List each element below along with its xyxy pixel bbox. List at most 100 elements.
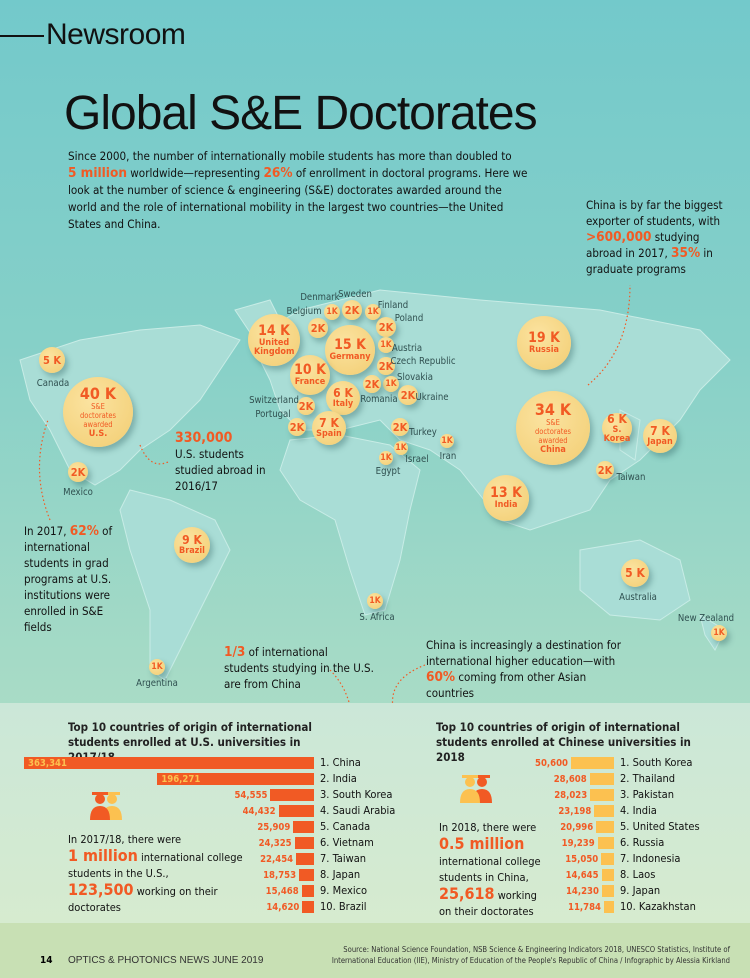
country-label: Japan xyxy=(647,437,673,447)
bar xyxy=(594,805,614,817)
bubble-switzerland: 2K xyxy=(297,397,315,415)
bubble-value: 2K xyxy=(310,321,326,335)
bar xyxy=(302,901,314,913)
bubble-value: 34 K xyxy=(534,399,572,419)
bubble-value: 5 K xyxy=(625,566,645,580)
country-label: Romania xyxy=(360,394,398,405)
bubble-value: 2K xyxy=(597,463,613,477)
bar-value-label: 196,271 xyxy=(161,774,201,785)
bubble-value: 1K xyxy=(151,661,163,672)
bar xyxy=(589,773,614,785)
bubble-germany: 15 K Germany xyxy=(325,325,375,375)
bubble-value: 2K xyxy=(378,320,394,334)
category-label: 8. Japan xyxy=(320,868,361,881)
bubble-value: 1K xyxy=(441,435,453,446)
bubble-ukraine: 2K xyxy=(398,385,418,405)
magazine-name: OPTICS & PHOTONICS NEWS JUNE 2019 xyxy=(68,955,264,966)
country-label: Denmark xyxy=(300,292,340,303)
country-label: Portugal xyxy=(255,409,291,420)
bubble-sweden: 2K xyxy=(342,300,362,320)
bubble-u-s-: 40 K S&E doctorates awarded U.S. xyxy=(63,377,133,447)
bar-value-label: 19,239 xyxy=(561,838,595,849)
bar-value-label: 15,468 xyxy=(265,886,299,897)
bubble-value: 5 K xyxy=(43,353,61,367)
bar xyxy=(24,757,314,769)
bubble-value: 6 K xyxy=(607,411,627,426)
bar-value-label: 44,432 xyxy=(242,806,276,817)
bar-value-label: 20,996 xyxy=(560,822,594,833)
arrow-china-destination xyxy=(391,664,426,763)
category-label: 5. United States xyxy=(620,820,700,833)
bar-value-label: 14,230 xyxy=(565,886,599,897)
bubble-value: 1K xyxy=(395,442,407,453)
bar-value-label: 23,198 xyxy=(558,806,592,817)
country-label: Taiwan xyxy=(616,472,646,483)
country-label: Mexico xyxy=(63,487,93,498)
country-label: Iran xyxy=(439,451,457,462)
china-destination-note: China is increasingly a destination for … xyxy=(426,638,621,700)
category-label: 7. Indonesia xyxy=(620,852,681,865)
bar xyxy=(301,885,314,897)
bar-value-label: 14,645 xyxy=(565,870,599,881)
bubble-value: 1K xyxy=(713,627,725,638)
bar xyxy=(294,837,314,849)
bar xyxy=(296,853,314,865)
graduates-icon xyxy=(90,792,122,820)
bar-value-label: 11,784 xyxy=(568,902,601,913)
country-label: Austria xyxy=(391,343,423,354)
category-label: 1. China xyxy=(320,756,361,769)
bubble-s-africa: 1K xyxy=(367,593,383,609)
category-label: 9. Mexico xyxy=(320,884,368,897)
category-label: 3. South Korea xyxy=(320,788,393,801)
bubble-value: 40 K xyxy=(79,383,117,403)
bubble-italy: 6 K Italy xyxy=(326,381,360,415)
country-label: Sweden xyxy=(338,289,372,300)
country-label: New Zealand xyxy=(677,613,735,624)
bar-value-label: 22,454 xyxy=(260,854,294,865)
bar xyxy=(601,885,614,897)
bubble-austria: 1K xyxy=(378,337,394,353)
category-label: 7. Taiwan xyxy=(320,852,367,865)
bubble-subtitle: S&E doctorates awarded xyxy=(534,417,572,445)
arrow-us-se xyxy=(38,419,51,521)
bubble-value: 9 K xyxy=(182,533,202,547)
bubble-india: 13 K India xyxy=(483,475,529,521)
category-label: 9. Japan xyxy=(620,884,661,897)
country-label: China xyxy=(540,444,566,455)
bubble-value: 2K xyxy=(364,377,380,391)
bubble-russia: 19 K Russia xyxy=(517,316,571,370)
country-label: Spain xyxy=(316,429,342,439)
page-number: 14 xyxy=(40,955,53,966)
bubble-romania: 2K xyxy=(363,375,381,393)
bubble-value: 15 K xyxy=(334,337,366,353)
bar xyxy=(278,805,314,817)
bubble-value: 1K xyxy=(369,595,381,606)
category-label: 3. Pakistan xyxy=(620,788,674,801)
country-label: Ukraine xyxy=(415,392,449,403)
bubble-taiwan: 2K xyxy=(596,461,614,479)
bar-value-label: 50,600 xyxy=(535,758,568,769)
footer xyxy=(0,923,750,978)
country-label: S. Korea xyxy=(603,424,631,444)
bar-value-label: 28,608 xyxy=(553,774,587,785)
bar-value-label: 54,555 xyxy=(234,790,268,801)
bubble-s-korea: 6 K S. Korea xyxy=(602,413,632,443)
bubble-value: 2K xyxy=(70,465,86,479)
bar-value-label: 18,753 xyxy=(263,870,297,881)
bubble-finland: 1K xyxy=(365,304,381,320)
bar xyxy=(597,837,614,849)
source-text: Source: National Science Foundation, NSB… xyxy=(331,945,730,965)
us-stat: In 2017/18, there were 1 million internat… xyxy=(68,833,243,914)
arrow-us-abroad xyxy=(139,444,169,465)
page-title: Global S&E Doctorates xyxy=(64,87,538,140)
country-label: Belgium xyxy=(286,306,322,317)
graduates-icon xyxy=(460,775,492,803)
bar-value-label: 24,325 xyxy=(258,838,292,849)
bubble-egypt: 1K xyxy=(379,451,393,465)
bubble-canada: 5 K xyxy=(39,347,65,373)
country-label: Czech Republic xyxy=(390,356,456,367)
bar xyxy=(596,821,614,833)
bubble-belgium: 2K xyxy=(308,318,328,338)
category-label: 5. Canada xyxy=(320,820,371,833)
country-label: Canada xyxy=(36,378,70,389)
